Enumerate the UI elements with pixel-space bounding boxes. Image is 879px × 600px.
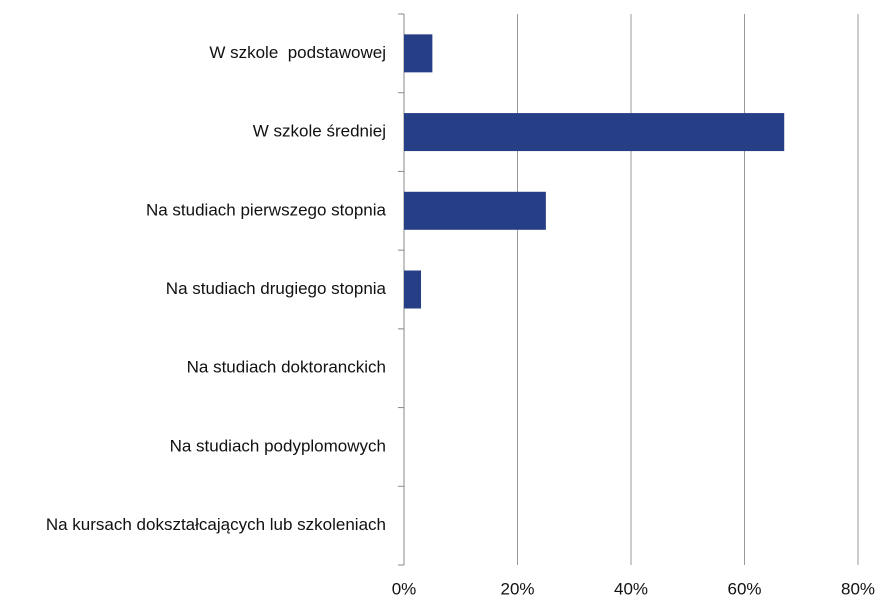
bar bbox=[404, 191, 546, 230]
y-tick-label: Na studiach doktoranckich bbox=[187, 358, 386, 377]
bar bbox=[404, 270, 422, 309]
x-tick-label: 40% bbox=[614, 579, 648, 598]
x-tick-label: 20% bbox=[500, 579, 534, 598]
bar bbox=[404, 34, 433, 73]
bar bbox=[404, 113, 785, 152]
y-tick-label: Na studiach pierwszego stopnia bbox=[146, 200, 387, 219]
x-tick-label: 60% bbox=[727, 579, 761, 598]
x-tick-label: 80% bbox=[841, 579, 875, 598]
y-tick-label: Na kursach dokształcających lub szkoleni… bbox=[46, 515, 386, 534]
y-tick-label: Na studiach podyplomowych bbox=[170, 436, 386, 455]
y-tick-label: Na studiach drugiego stopnia bbox=[166, 279, 387, 298]
y-tick-label: W szkole podstawowej bbox=[209, 43, 386, 62]
x-tick-label: 0% bbox=[392, 579, 417, 598]
y-tick-label: W szkole średniej bbox=[253, 122, 386, 141]
